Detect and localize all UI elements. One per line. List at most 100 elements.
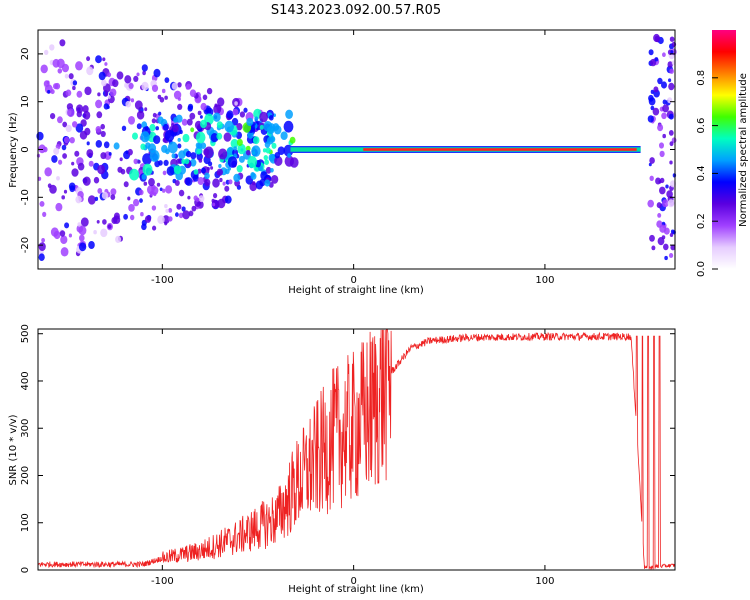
spectrogram-blob xyxy=(63,136,70,144)
spectrogram-blob xyxy=(64,73,69,79)
spectrogram-blob xyxy=(60,235,68,244)
spectrogram-blob xyxy=(88,160,94,167)
spectrogram-blob xyxy=(263,155,268,161)
spectrogram-blob xyxy=(259,124,264,130)
spectrogram-blob xyxy=(51,155,58,163)
spectrogram-y-tick-label: -20 xyxy=(20,237,31,253)
spectrogram-blob xyxy=(283,120,294,133)
spectrogram-blob xyxy=(252,136,260,145)
spectrogram-blob xyxy=(177,82,182,88)
spectrogram-blob xyxy=(233,146,237,151)
colorbar-gradient xyxy=(712,30,736,269)
spectrogram-blob xyxy=(50,113,56,120)
spectrogram-blob xyxy=(165,208,169,213)
spectrogram-blob xyxy=(86,149,94,158)
spectrogram-blob xyxy=(157,116,164,124)
spectrogram-blob xyxy=(669,233,674,237)
spectrogram-blob xyxy=(176,203,182,210)
spectrogram-blob xyxy=(154,160,161,168)
spectrogram-blob xyxy=(670,50,674,54)
spectrogram-blob xyxy=(104,62,108,66)
spectrogram-blob xyxy=(142,153,152,165)
spectrogram-blob xyxy=(116,71,124,80)
spectrogram-blob xyxy=(280,131,288,140)
spectrogram-blob xyxy=(649,175,654,181)
spectrogram-blob xyxy=(41,238,45,243)
snr-x-label: Height of straight line (km) xyxy=(288,584,424,595)
spectrogram-blob xyxy=(38,242,46,252)
spectrogram-blob xyxy=(82,176,91,186)
spectrogram-blob xyxy=(200,142,207,149)
spectrogram-blob xyxy=(165,185,173,194)
spectrogram-blob xyxy=(82,105,89,113)
spectrogram-blob xyxy=(212,202,216,207)
spectrogram-blob xyxy=(95,140,103,148)
spectrogram-blob xyxy=(661,81,667,89)
spectrogram-blob xyxy=(651,245,656,251)
spectrogram-y-tick-label: 10 xyxy=(20,95,31,108)
spectrogram-blob xyxy=(107,224,112,229)
spectrogram-blob xyxy=(226,110,234,119)
spectrogram-blob xyxy=(72,121,78,128)
spectrogram-blob xyxy=(653,33,660,43)
spectrogram-blob xyxy=(197,168,202,174)
spectrogram-y-tick-label: -10 xyxy=(20,189,31,205)
spectrogram-blob xyxy=(178,150,186,160)
spectrogram-blob xyxy=(166,166,175,176)
spectrogram-blob xyxy=(76,90,83,98)
spectrogram-blob xyxy=(144,215,152,223)
spectrogram-blob xyxy=(164,129,175,142)
spectrogram-blob xyxy=(171,82,178,90)
spectrogram-blob xyxy=(138,189,144,196)
spectrogram-blob xyxy=(137,159,141,164)
spectrogram-blob xyxy=(259,111,268,123)
spectrogram-blob xyxy=(104,92,108,97)
spectrogram-blob xyxy=(172,124,179,133)
spectrogram-blob xyxy=(107,95,111,99)
spectrogram-blob xyxy=(143,181,148,186)
spectrogram-blob xyxy=(163,159,169,166)
spectrogram-blob xyxy=(197,177,205,185)
spectrogram-blob xyxy=(95,99,103,109)
spectrogram-blob xyxy=(54,82,61,90)
spectrogram-blob xyxy=(664,255,668,261)
spectrogram-blob xyxy=(93,230,97,235)
spectrogram-blob xyxy=(196,148,202,155)
spectrogram-blob xyxy=(251,181,256,186)
spectrogram-blob xyxy=(264,159,269,165)
spectrogram-blob xyxy=(237,143,246,155)
spectrogram-y-tick-label: 0 xyxy=(20,146,31,152)
spectrogram-blob xyxy=(185,177,193,186)
spectrogram-blob xyxy=(58,159,63,165)
spectrogram-blob xyxy=(109,88,117,97)
spectrogram-blob xyxy=(110,188,117,196)
spectrogram-blob xyxy=(212,112,221,122)
spectrogram-blob xyxy=(94,196,99,201)
spectrogram-blob xyxy=(55,202,63,212)
spectrogram-blob xyxy=(251,145,261,157)
colorbar-tick-label: 0.2 xyxy=(696,213,707,229)
spectrogram-blob xyxy=(198,195,205,203)
spectrogram-blob xyxy=(173,117,178,123)
spectrogram-blob xyxy=(657,213,662,218)
spectrogram-blob xyxy=(277,146,285,155)
spectrogram-blob xyxy=(52,58,60,68)
spectrogram-blob xyxy=(665,184,669,189)
spectrogram-blob xyxy=(102,219,107,225)
spectrogram-blob xyxy=(234,101,238,106)
spectrogram-blob xyxy=(57,116,63,124)
spectrogram-blob xyxy=(59,230,66,237)
spectrogram-blob xyxy=(171,153,176,159)
snr-y-tick-label: 100 xyxy=(20,513,31,532)
spectrogram-blob xyxy=(72,80,78,86)
spectrogram-blob xyxy=(141,81,149,91)
spectrogram-blob xyxy=(653,86,659,93)
spectrogram-blob xyxy=(216,132,223,140)
spectrogram-blob xyxy=(107,72,112,78)
spectrogram-blob xyxy=(190,127,195,133)
spectrogram-blob xyxy=(153,192,157,197)
spectrogram-blob xyxy=(151,118,157,124)
spectrogram-blob xyxy=(210,166,214,170)
spectrogram-blob xyxy=(96,220,100,224)
